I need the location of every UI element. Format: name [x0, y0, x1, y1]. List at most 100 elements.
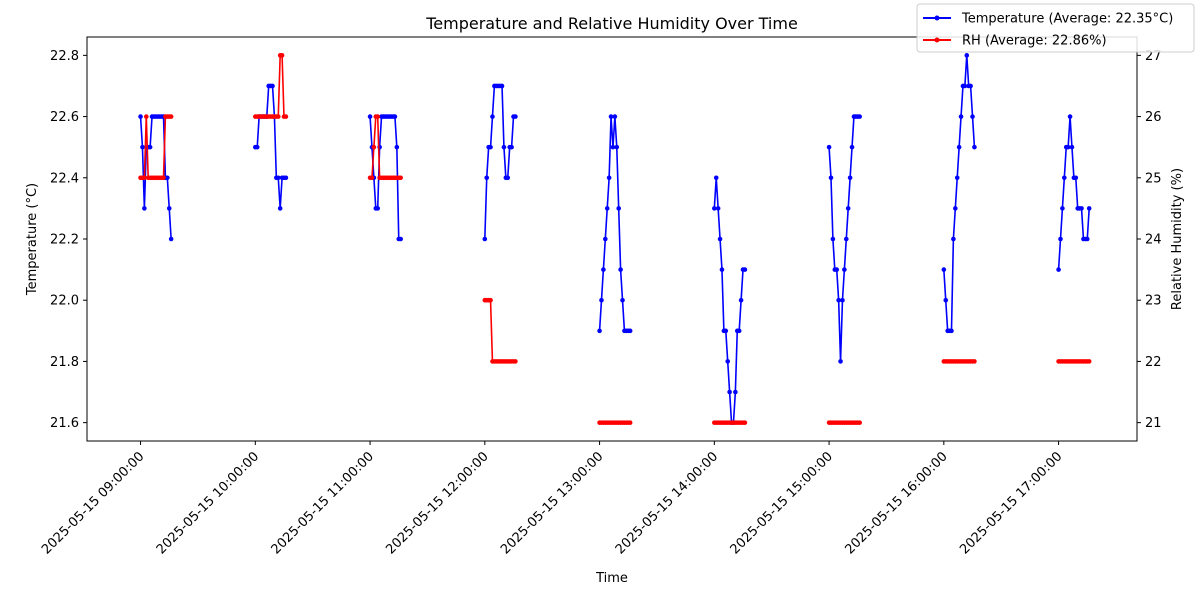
temperature-data-point [599, 297, 604, 303]
temperature-data-point [140, 144, 145, 150]
legend-temperature-label: Temperature (Average: 22.35°C) [961, 12, 1173, 27]
temperature-data-point [1056, 267, 1061, 272]
temperature-data-point [394, 144, 400, 150]
y-axis-right-label: Relative Humidity (%) [1170, 168, 1185, 310]
temperature-data-point [138, 114, 143, 119]
rh-data-point [369, 175, 375, 181]
temperature-data-point [166, 206, 172, 211]
chart-title: Temperature and Relative Humidity Over T… [425, 14, 798, 33]
temperature-data-point [717, 236, 723, 242]
temperature-data-point [845, 206, 851, 211]
legend: Temperature (Average: 22.35°C) RH (Avera… [916, 3, 1195, 53]
temperature-data-point [270, 83, 275, 89]
temperature-data-point [943, 297, 949, 303]
temperature-data-point [513, 114, 518, 119]
temperature-data-point [627, 328, 633, 334]
temperature-data-point [1067, 114, 1073, 119]
temperature-data-point [738, 297, 744, 303]
temperature-data-point [972, 144, 977, 150]
temperature-data-point [1079, 206, 1084, 211]
temperature-data-point [168, 236, 174, 242]
temperature-data-point [712, 206, 717, 211]
rh-data-point [488, 297, 493, 303]
temperature-data-point [142, 206, 147, 211]
y-right-tick-label: 21 [1145, 416, 1162, 431]
temperature-data-point [1060, 206, 1065, 211]
temperature-data-point [392, 114, 398, 119]
rh-data-point [275, 114, 281, 119]
y-left-tick-label: 22.4 [50, 171, 79, 186]
y-right-tick-label: 27 [1145, 49, 1162, 64]
temperature-data-point [725, 359, 731, 364]
temperature-data-point [733, 389, 738, 395]
temperature-data-point [283, 175, 289, 181]
temperature-data-point [398, 236, 403, 242]
temperature-data-point [956, 144, 962, 150]
temperature-data-point [849, 144, 855, 150]
temperature-data-point [1086, 206, 1092, 211]
rh-data-point [168, 114, 174, 119]
temperature-data-point [857, 114, 862, 119]
temperature-data-point [618, 267, 623, 272]
temperature-data-point [165, 175, 170, 181]
y-right-tick-label: 23 [1145, 294, 1162, 309]
temperature-data-point [1058, 236, 1063, 242]
rh-data-point [161, 175, 166, 181]
temperature-data-point [843, 236, 849, 242]
rh-data-point [627, 420, 633, 425]
temperature-data-point [970, 114, 975, 119]
y-left-tick-label: 22.8 [50, 49, 79, 64]
temperature-data-point [499, 83, 505, 89]
legend-box [916, 3, 1195, 53]
temperature-data-point [147, 144, 153, 150]
temperature-data-point [736, 328, 742, 334]
y-axis-left-label: Temperature (°C) [25, 183, 40, 296]
rh-data-point [742, 420, 748, 425]
y-right-tick-label: 24 [1145, 233, 1162, 248]
temperature-data-point [616, 206, 621, 211]
y-right-tick-label: 22 [1145, 355, 1162, 370]
temperature-data-point [254, 144, 260, 150]
temperature-data-point [1065, 144, 1071, 150]
temperature-data-point [509, 144, 514, 150]
temperature-data-point [277, 206, 283, 211]
y-left-tick-label: 21.6 [50, 416, 79, 431]
y-right-tick-label: 26 [1145, 110, 1162, 125]
rh-data-point [279, 53, 285, 58]
rh-data-point [857, 420, 862, 425]
temperature-data-point [1069, 144, 1075, 150]
temperature-data-point [838, 359, 843, 364]
temperature-data-point [842, 267, 847, 272]
temperature-data-point [836, 297, 841, 303]
temperature-data-point [727, 389, 732, 395]
temperature-data-point [603, 236, 608, 242]
temperature-data-point [620, 297, 625, 303]
rh-data-point [371, 144, 377, 150]
temperature-data-point [847, 175, 853, 181]
temperature-data-point [953, 206, 958, 211]
temperature-data-point [713, 175, 719, 181]
rh-data-point [143, 114, 149, 119]
y-left-tick-label: 21.8 [50, 355, 79, 370]
rh-data-point [1086, 359, 1092, 364]
temperature-data-point [505, 175, 511, 181]
y-left-tick-label: 22.2 [50, 233, 79, 248]
plot-area [138, 53, 1092, 425]
temperature-data-point [840, 297, 845, 303]
temperature-data-point [949, 328, 954, 334]
temperature-data-point [488, 144, 493, 150]
temperature-data-point [1073, 175, 1079, 181]
temperature-data-point [610, 144, 616, 150]
rh-data-point [972, 359, 977, 364]
temperature-data-point [715, 206, 721, 211]
temperature-data-point [608, 114, 614, 119]
temperature-data-point [826, 144, 832, 150]
rh-data-point [142, 175, 147, 181]
y-right-tick-label: 25 [1145, 171, 1162, 186]
temperature-data-point [367, 114, 373, 119]
temperature-data-point [951, 236, 956, 242]
rh-data-point [513, 359, 518, 364]
temperature-data-point [490, 114, 495, 119]
